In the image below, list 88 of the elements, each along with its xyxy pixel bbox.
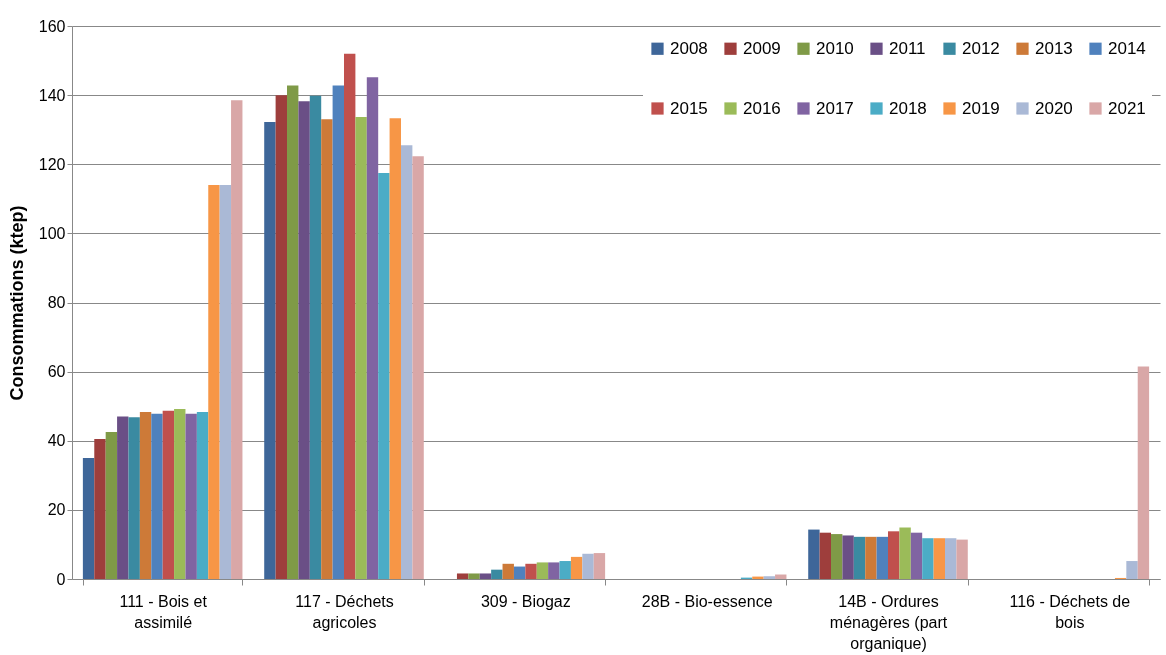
legend-label: 2012: [962, 38, 1000, 58]
x-tick-label: 14B - Ordures ménagères (part organique): [829, 592, 948, 652]
bar: [264, 122, 276, 579]
bar: [117, 416, 129, 579]
bar: [888, 531, 900, 579]
bar: [899, 527, 911, 579]
bar: [139, 412, 152, 579]
bar: [344, 53, 356, 579]
bar: [412, 156, 424, 579]
bar: [468, 573, 480, 579]
bar: [456, 573, 469, 579]
bar: [185, 413, 197, 579]
bar: [298, 101, 310, 579]
bar: [570, 556, 583, 579]
bar: [491, 569, 503, 579]
bar: [842, 535, 854, 579]
bar: [956, 539, 968, 579]
bar: [922, 538, 934, 579]
y-tick-label: 80: [47, 294, 66, 311]
bar: [876, 536, 888, 579]
bar: [808, 529, 820, 579]
y-tick-label: 140: [38, 86, 66, 104]
bar: [287, 85, 299, 579]
legend-label: 2009: [743, 38, 781, 58]
bar: [128, 417, 140, 579]
legend-label: 2010: [816, 38, 854, 58]
y-tick-label: 40: [47, 432, 66, 450]
bar: [321, 119, 333, 579]
bar: [355, 116, 367, 579]
bar: [309, 95, 322, 579]
bar: [593, 553, 606, 579]
y-axis-title: Consommations (ktep): [6, 205, 27, 401]
bar: [1137, 366, 1150, 579]
legend-label: 2008: [670, 38, 708, 58]
bar: [831, 534, 843, 579]
legend-label: 2021: [1108, 98, 1146, 118]
legend-label: 2013: [1035, 38, 1073, 58]
y-tick-label: 120: [38, 155, 66, 173]
bar: [582, 553, 594, 579]
bar: [525, 563, 537, 579]
bar: [819, 532, 832, 579]
legend-label: 2011: [889, 38, 926, 58]
bar: [865, 536, 877, 579]
bar: [231, 100, 243, 579]
legend-label: 2014: [1108, 38, 1146, 58]
bar: [513, 566, 526, 579]
x-tick-label: 28B - Bio-essence: [641, 592, 773, 610]
legend-label: 2017: [816, 98, 854, 118]
bar: [1126, 561, 1138, 579]
bar: [763, 576, 776, 579]
legend-label: 2019: [962, 98, 1000, 118]
bar: [94, 439, 106, 579]
bar: [400, 145, 413, 579]
y-tick-label: 20: [47, 501, 66, 519]
legend-label: 2015: [670, 98, 708, 118]
bar: [536, 562, 549, 579]
bar: [208, 184, 220, 579]
legend-label: 2020: [1035, 98, 1073, 118]
bar: [389, 118, 401, 579]
bar: [479, 573, 492, 579]
bar: [559, 561, 571, 579]
bar: [105, 432, 118, 579]
x-tick-label: 309 - Biogaz: [480, 592, 571, 610]
y-tick-label: 100: [38, 224, 66, 242]
bar: [548, 562, 560, 579]
y-tick-label: 160: [38, 17, 66, 35]
bar: [151, 413, 163, 579]
y-tick-label: 60: [47, 363, 66, 381]
y-tick-label: 0: [56, 570, 66, 588]
bar: [853, 536, 866, 579]
bar: [502, 563, 514, 579]
bar: [366, 77, 379, 579]
bar: [332, 85, 344, 579]
bar: [196, 412, 209, 579]
bar: [275, 95, 288, 579]
bar: [82, 458, 95, 579]
x-tick-label: 116 - Déchets de bois: [1009, 592, 1131, 631]
bar: [162, 410, 175, 579]
bar: [910, 532, 923, 579]
bar: [378, 172, 390, 579]
bar: [219, 184, 232, 579]
bar: [944, 538, 957, 579]
bar: [174, 408, 186, 579]
x-tick-label: 111 - Bois et assimilé: [119, 592, 208, 631]
legend-label: 2016: [743, 98, 781, 118]
bar: [933, 538, 945, 579]
legend-label: 2018: [889, 98, 927, 118]
x-tick-label: 117 - Déchets agricoles: [295, 592, 394, 631]
